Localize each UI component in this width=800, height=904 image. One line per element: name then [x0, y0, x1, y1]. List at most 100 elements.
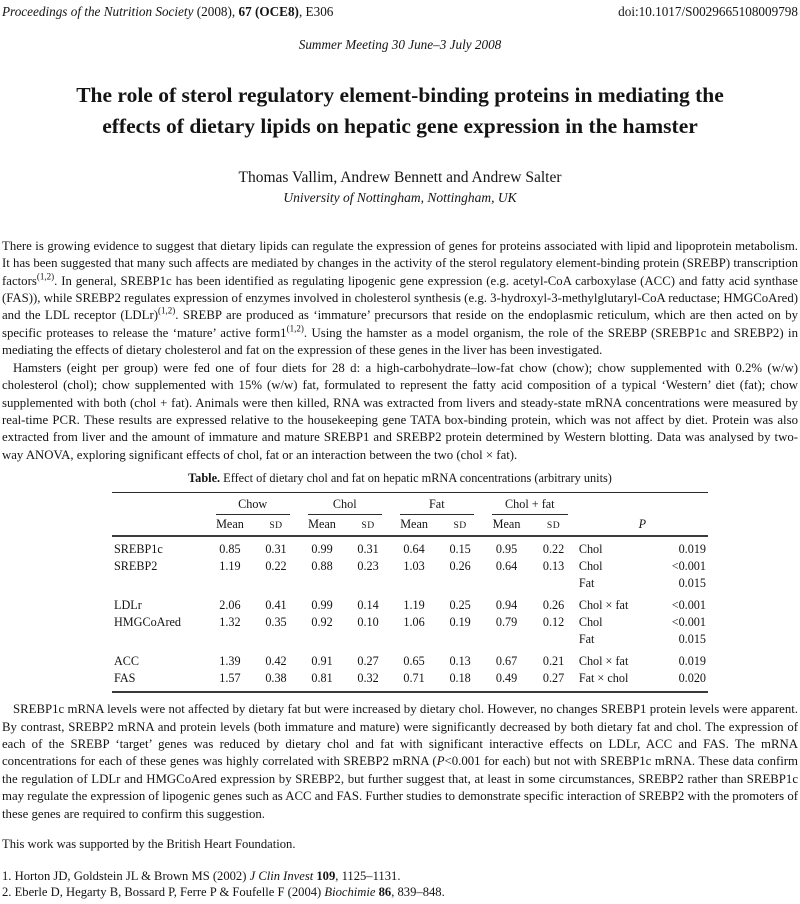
reference-list: 1. Horton JD, Goldstein JL & Brown MS (2… [2, 869, 798, 900]
reference-2: 2. Eberle D, Hegarty B, Bossard P, Ferre… [2, 885, 798, 901]
value-cell [530, 575, 577, 592]
reference-superscript: (1,2) [157, 306, 176, 317]
issue-number: 67 (OCE8) [238, 4, 299, 19]
value-cell: 0.13 [449, 654, 471, 669]
value-cell: 1.06 [403, 615, 425, 630]
value-cell: 0.18 [449, 671, 471, 686]
reference-authors: Eberle D, Hegarty B, Bossard P, Ferre P … [11, 884, 325, 899]
gene-cell: FAS [114, 671, 136, 686]
value-cell [299, 631, 346, 648]
value-cell: 0.25 [449, 598, 471, 613]
gene-cell: SREBP2 [114, 559, 158, 574]
value-cell: 0.26 [542, 598, 565, 613]
value-cell: 0.81 [311, 671, 333, 686]
value-cell: 1.03 [403, 559, 425, 574]
table-row: LDLr 2.06 0.41 0.99 0.14 1.19 0.25 0.94 0.26 Chol… [112, 592, 708, 614]
reference-superscript: (1,2) [36, 271, 55, 282]
reference-1: 1. Horton JD, Goldstein JL & Brown MS (2… [2, 869, 798, 885]
value-cell: 0.99 [311, 598, 333, 613]
value-cell: 0.88 [311, 559, 333, 574]
results-table-block: Table. Effect of dietary chol and fat on… [0, 471, 800, 694]
sd-header: SD [530, 516, 577, 538]
gene-cell: LDLr [114, 598, 142, 613]
value-cell [345, 575, 390, 592]
value-cell: 0.41 [265, 598, 287, 613]
paragraph-text: SREBP1c mRNA levels were not affected by… [2, 702, 798, 769]
value-cell: 0.35 [265, 615, 287, 630]
value-cell [437, 575, 482, 592]
table-caption: Table. Effect of dietary chol and fat on… [0, 471, 800, 486]
value-cell: 0.65 [403, 654, 425, 669]
effect-cell: Fat × chol [578, 671, 629, 686]
p-value-cell: 0.019 [678, 654, 706, 669]
table-row: SREBP1c 0.85 0.31 0.99 0.31 0.64 0.15 0.95 0.22 C… [112, 536, 708, 558]
value-cell: 0.79 [495, 615, 518, 630]
reference-volume: 109 [313, 869, 336, 883]
value-cell: 0.85 [219, 542, 241, 557]
paper-title: The role of sterol regulatory element-bi… [0, 80, 800, 142]
value-cell: 0.27 [542, 671, 565, 686]
value-cell [483, 631, 530, 648]
value-cell: 0.31 [357, 542, 379, 557]
gene-cell [112, 631, 207, 648]
value-cell [391, 631, 438, 648]
empty-header-cell [112, 492, 207, 517]
value-cell [437, 631, 482, 648]
p-value-cell: <0.001 [671, 615, 706, 630]
value-cell: 0.14 [357, 598, 379, 613]
value-cell [345, 631, 390, 648]
gene-cell: ACC [114, 654, 140, 669]
value-cell: 1.32 [219, 615, 241, 630]
table-caption-text: Effect of dietary chol and fat on hepati… [220, 471, 612, 486]
reference-pages: , 1125–1131. [335, 869, 401, 883]
sd-header: SD [345, 516, 391, 538]
value-cell: 0.27 [357, 654, 379, 669]
abstract-paragraph-3: SREBP1c mRNA levels were not affected by… [2, 701, 798, 823]
value-cell [253, 631, 298, 648]
group-header-fat: Fat [390, 492, 483, 517]
value-cell: 0.13 [542, 559, 565, 574]
abstract-paragraph-2: Hamsters (eight per group) were fed one … [2, 360, 798, 462]
value-cell [483, 575, 530, 592]
value-cell: 0.19 [449, 615, 471, 630]
table-row: Fat 0.015 [112, 631, 708, 648]
gene-cell: HMGCoAred [114, 615, 182, 630]
sd-header: SD [253, 516, 299, 538]
paper-title-line1: The role of sterol regulatory element-bi… [76, 82, 724, 107]
affiliation-line: University of Nottingham, Nottingham, UK [283, 189, 517, 205]
reference-number: 1. [2, 869, 12, 883]
footer: This work was supported by the British H… [2, 837, 798, 900]
table-row: ACC 1.39 0.42 0.91 0.27 0.65 0.13 0.67 0.21 Chol … [112, 648, 708, 670]
effect-cell: Chol × fat [578, 654, 629, 669]
p-statistic-symbol: P [436, 754, 445, 769]
results-table-head: Chow Chol Fat Chol + fat Mean SD Mean SD… [112, 492, 708, 538]
value-cell: 0.12 [542, 615, 565, 630]
value-cell: 1.19 [403, 598, 425, 613]
discussion-body: SREBP1c mRNA levels were not affected by… [0, 701, 800, 823]
value-cell [253, 575, 298, 592]
table-row: HMGCoAred 1.32 0.35 0.92 0.10 1.06 0.19 0.79 0.1… [112, 614, 708, 631]
reference-superscript: (1,2) [286, 323, 304, 334]
article-number: , E306 [298, 4, 334, 19]
value-cell: 0.99 [311, 542, 333, 557]
effect-cell: Chol [578, 542, 603, 557]
value-cell: 0.49 [495, 671, 518, 686]
gene-cell: SREBP1c [114, 542, 163, 557]
journal-citation: Proceedings of the Nutrition Society (20… [2, 4, 333, 20]
table-row: SREBP2 1.19 0.22 0.88 0.23 1.03 0.26 0.64 0.13 Ch… [112, 558, 708, 575]
value-cell [299, 575, 346, 592]
effect-cell: Chol [578, 615, 603, 630]
value-cell: 0.21 [542, 654, 565, 669]
paragraph-text: . In general, SREBP1c has been identifie… [2, 273, 798, 323]
sd-header: SD [437, 516, 483, 538]
effect-cell: Chol [578, 559, 603, 574]
mean-header: Mean [390, 516, 438, 538]
mean-header: Mean [206, 516, 254, 538]
value-cell: 0.71 [403, 671, 425, 686]
value-cell: 0.64 [495, 559, 518, 574]
gene-cell [112, 575, 207, 592]
value-cell: 0.91 [311, 654, 333, 669]
value-cell: 0.31 [265, 542, 287, 557]
paragraph-text: <0.001 for each) but not with SREBP1c mR… [2, 754, 798, 821]
